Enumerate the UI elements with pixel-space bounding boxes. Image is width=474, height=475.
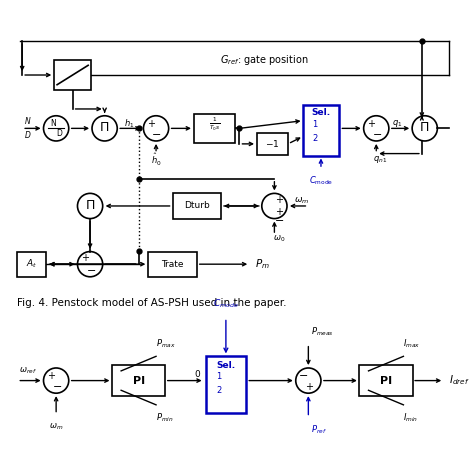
Text: N: N xyxy=(25,117,31,126)
Text: $C_{\rm mode}$: $C_{\rm mode}$ xyxy=(309,175,333,188)
Text: $\frac{1}{T_{0}s}$: $\frac{1}{T_{0}s}$ xyxy=(209,116,220,133)
Text: $\hat{h}_0$: $\hat{h}_0$ xyxy=(151,152,162,168)
Text: −: − xyxy=(86,266,96,276)
Bar xyxy=(112,365,165,396)
Text: Π: Π xyxy=(100,121,109,134)
Text: Π: Π xyxy=(85,199,95,211)
Text: D: D xyxy=(25,131,31,140)
Bar xyxy=(148,252,197,277)
Bar xyxy=(54,60,91,90)
Text: Fig. 4. Penstock model of AS-PSH used in the paper.: Fig. 4. Penstock model of AS-PSH used in… xyxy=(18,298,287,308)
Bar xyxy=(194,114,235,143)
Text: $\boldsymbol{P_{ref}}$: $\boldsymbol{P_{ref}}$ xyxy=(311,423,327,436)
Text: 2: 2 xyxy=(312,133,318,142)
Text: $\boldsymbol{P_{max}}$: $\boldsymbol{P_{max}}$ xyxy=(156,337,176,350)
Text: $\boldsymbol{P_m}$: $\boldsymbol{P_m}$ xyxy=(255,257,270,271)
Text: Π: Π xyxy=(420,121,429,134)
Bar xyxy=(359,365,413,396)
Text: $-1$: $-1$ xyxy=(265,138,280,149)
Text: $\omega_{ref}$: $\omega_{ref}$ xyxy=(19,366,37,376)
Text: +: + xyxy=(81,253,89,263)
Text: $\omega_m$: $\omega_m$ xyxy=(294,196,309,206)
Text: PI: PI xyxy=(133,376,145,386)
Text: +: + xyxy=(47,370,55,381)
Text: −: − xyxy=(274,216,284,226)
Text: 0: 0 xyxy=(194,370,200,379)
Text: +: + xyxy=(367,119,375,129)
Text: $\boldsymbol{P_{meas}}$: $\boldsymbol{P_{meas}}$ xyxy=(311,325,334,338)
Text: 1: 1 xyxy=(312,120,318,129)
Text: Trate: Trate xyxy=(161,260,184,269)
Text: $\boldsymbol{I_{dref}}$: $\boldsymbol{I_{dref}}$ xyxy=(449,373,470,387)
Bar xyxy=(206,356,246,413)
Text: 2: 2 xyxy=(217,386,222,395)
Bar xyxy=(18,252,46,277)
Text: +: + xyxy=(275,207,283,217)
Text: +: + xyxy=(147,119,155,129)
Bar xyxy=(173,193,221,218)
Text: Dturb: Dturb xyxy=(184,201,210,210)
Text: Sel.: Sel. xyxy=(311,108,330,117)
Text: +: + xyxy=(275,195,283,205)
Text: −: − xyxy=(299,370,308,381)
Text: $\boldsymbol{P_{min}}$: $\boldsymbol{P_{min}}$ xyxy=(156,412,174,424)
Text: $\boldsymbol{I_{max}}$: $\boldsymbol{I_{max}}$ xyxy=(403,337,421,350)
Text: $\boldsymbol{I_{min}}$: $\boldsymbol{I_{min}}$ xyxy=(403,412,419,424)
Text: $h_1$: $h_1$ xyxy=(124,117,135,130)
Text: $C_{mode}$: $C_{mode}$ xyxy=(213,297,239,310)
Text: $q_{n1}$: $q_{n1}$ xyxy=(373,153,387,165)
Text: PI: PI xyxy=(380,376,392,386)
Text: 1: 1 xyxy=(217,372,222,381)
Text: N: N xyxy=(50,119,56,128)
Text: −: − xyxy=(373,130,382,140)
Text: −: − xyxy=(53,382,62,392)
Text: $G_{ref}$: gate position: $G_{ref}$: gate position xyxy=(220,53,309,67)
Text: +: + xyxy=(305,382,313,392)
Bar xyxy=(257,133,288,154)
Text: $\omega_m$: $\omega_m$ xyxy=(49,421,64,432)
Text: D: D xyxy=(56,129,62,138)
Bar xyxy=(302,105,339,155)
Text: −: − xyxy=(152,130,162,140)
Text: $A_t$: $A_t$ xyxy=(26,258,37,270)
Text: $q_1$: $q_1$ xyxy=(392,118,402,129)
Text: Sel.: Sel. xyxy=(216,361,236,370)
Text: $\omega_0$: $\omega_0$ xyxy=(273,233,285,244)
